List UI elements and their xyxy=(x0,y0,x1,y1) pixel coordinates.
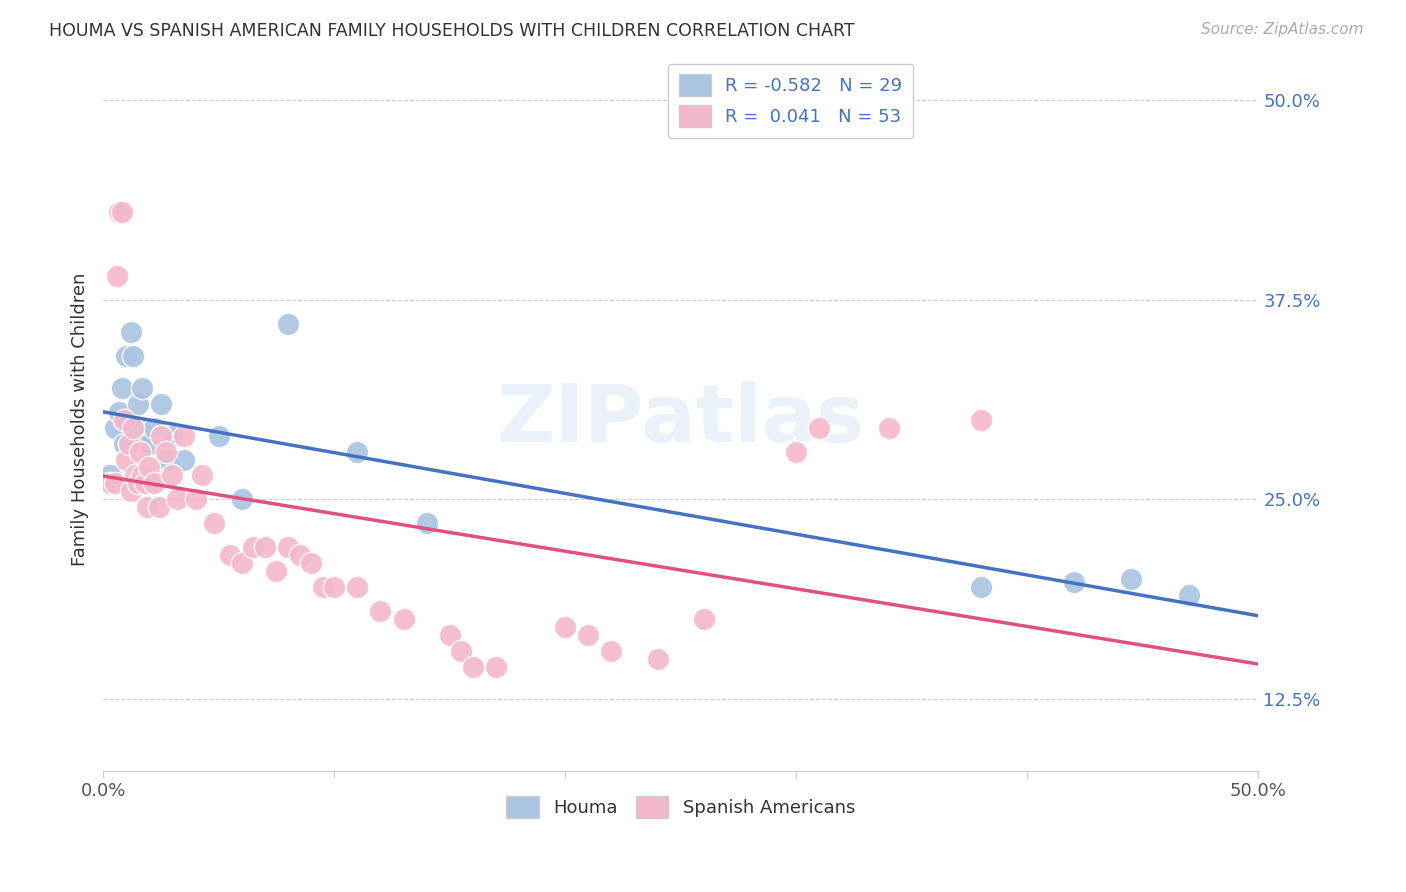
Point xyxy=(277,541,299,555)
Point xyxy=(208,428,231,442)
Point xyxy=(1178,588,1201,602)
Point xyxy=(970,580,993,594)
Point xyxy=(115,452,138,467)
Point xyxy=(127,476,149,491)
Point xyxy=(173,452,195,467)
Point xyxy=(112,436,135,450)
Point xyxy=(110,381,132,395)
Legend: Houma, Spanish Americans: Houma, Spanish Americans xyxy=(499,789,862,825)
Point xyxy=(346,444,368,458)
Point xyxy=(149,397,172,411)
Point xyxy=(105,268,128,283)
Point xyxy=(253,541,276,555)
Point xyxy=(461,660,484,674)
Point xyxy=(115,349,138,363)
Point xyxy=(1121,572,1143,586)
Point xyxy=(127,420,149,434)
Point xyxy=(138,476,160,491)
Point xyxy=(600,644,623,658)
Point xyxy=(98,476,121,491)
Point xyxy=(439,628,461,642)
Point xyxy=(184,492,207,507)
Point xyxy=(785,444,807,458)
Point xyxy=(970,412,993,426)
Point xyxy=(162,428,184,442)
Point xyxy=(143,420,166,434)
Point xyxy=(136,500,159,515)
Point xyxy=(288,548,311,562)
Point xyxy=(98,468,121,483)
Point xyxy=(138,460,160,475)
Y-axis label: Family Households with Children: Family Households with Children xyxy=(72,273,89,566)
Point xyxy=(202,516,225,531)
Point xyxy=(108,205,131,219)
Point xyxy=(219,548,242,562)
Point xyxy=(155,444,177,458)
Point xyxy=(191,468,214,483)
Point xyxy=(156,452,179,467)
Text: HOUMA VS SPANISH AMERICAN FAMILY HOUSEHOLDS WITH CHILDREN CORRELATION CHART: HOUMA VS SPANISH AMERICAN FAMILY HOUSEHO… xyxy=(49,22,855,40)
Point xyxy=(231,492,253,507)
Text: Source: ZipAtlas.com: Source: ZipAtlas.com xyxy=(1201,22,1364,37)
Point xyxy=(120,325,142,339)
Point xyxy=(877,420,900,434)
Point xyxy=(166,492,188,507)
Point xyxy=(370,604,392,618)
Point xyxy=(131,381,153,395)
Point xyxy=(647,652,669,666)
Point xyxy=(115,412,138,426)
Point xyxy=(1063,575,1085,590)
Point xyxy=(131,468,153,483)
Point xyxy=(117,436,139,450)
Point xyxy=(122,420,145,434)
Point xyxy=(148,500,170,515)
Point xyxy=(450,644,472,658)
Point xyxy=(242,541,264,555)
Text: ZIPatlas: ZIPatlas xyxy=(496,381,865,458)
Point xyxy=(392,612,415,626)
Point xyxy=(554,620,576,634)
Point xyxy=(299,556,322,570)
Point xyxy=(311,580,333,594)
Point xyxy=(415,516,437,531)
Point xyxy=(346,580,368,594)
Point xyxy=(266,564,288,578)
Point xyxy=(143,476,166,491)
Point xyxy=(162,468,184,483)
Point xyxy=(122,349,145,363)
Point xyxy=(485,660,508,674)
Point xyxy=(576,628,599,642)
Point xyxy=(120,484,142,499)
Point xyxy=(138,436,160,450)
Point xyxy=(110,205,132,219)
Point xyxy=(277,317,299,331)
Point xyxy=(104,476,127,491)
Point xyxy=(808,420,831,434)
Point xyxy=(134,476,156,491)
Point xyxy=(134,428,156,442)
Point xyxy=(124,468,146,483)
Point xyxy=(173,428,195,442)
Point xyxy=(112,412,135,426)
Point xyxy=(693,612,716,626)
Point xyxy=(108,404,131,418)
Point xyxy=(231,556,253,570)
Point xyxy=(323,580,346,594)
Point xyxy=(104,420,127,434)
Point xyxy=(129,444,152,458)
Point xyxy=(149,428,172,442)
Point xyxy=(127,397,149,411)
